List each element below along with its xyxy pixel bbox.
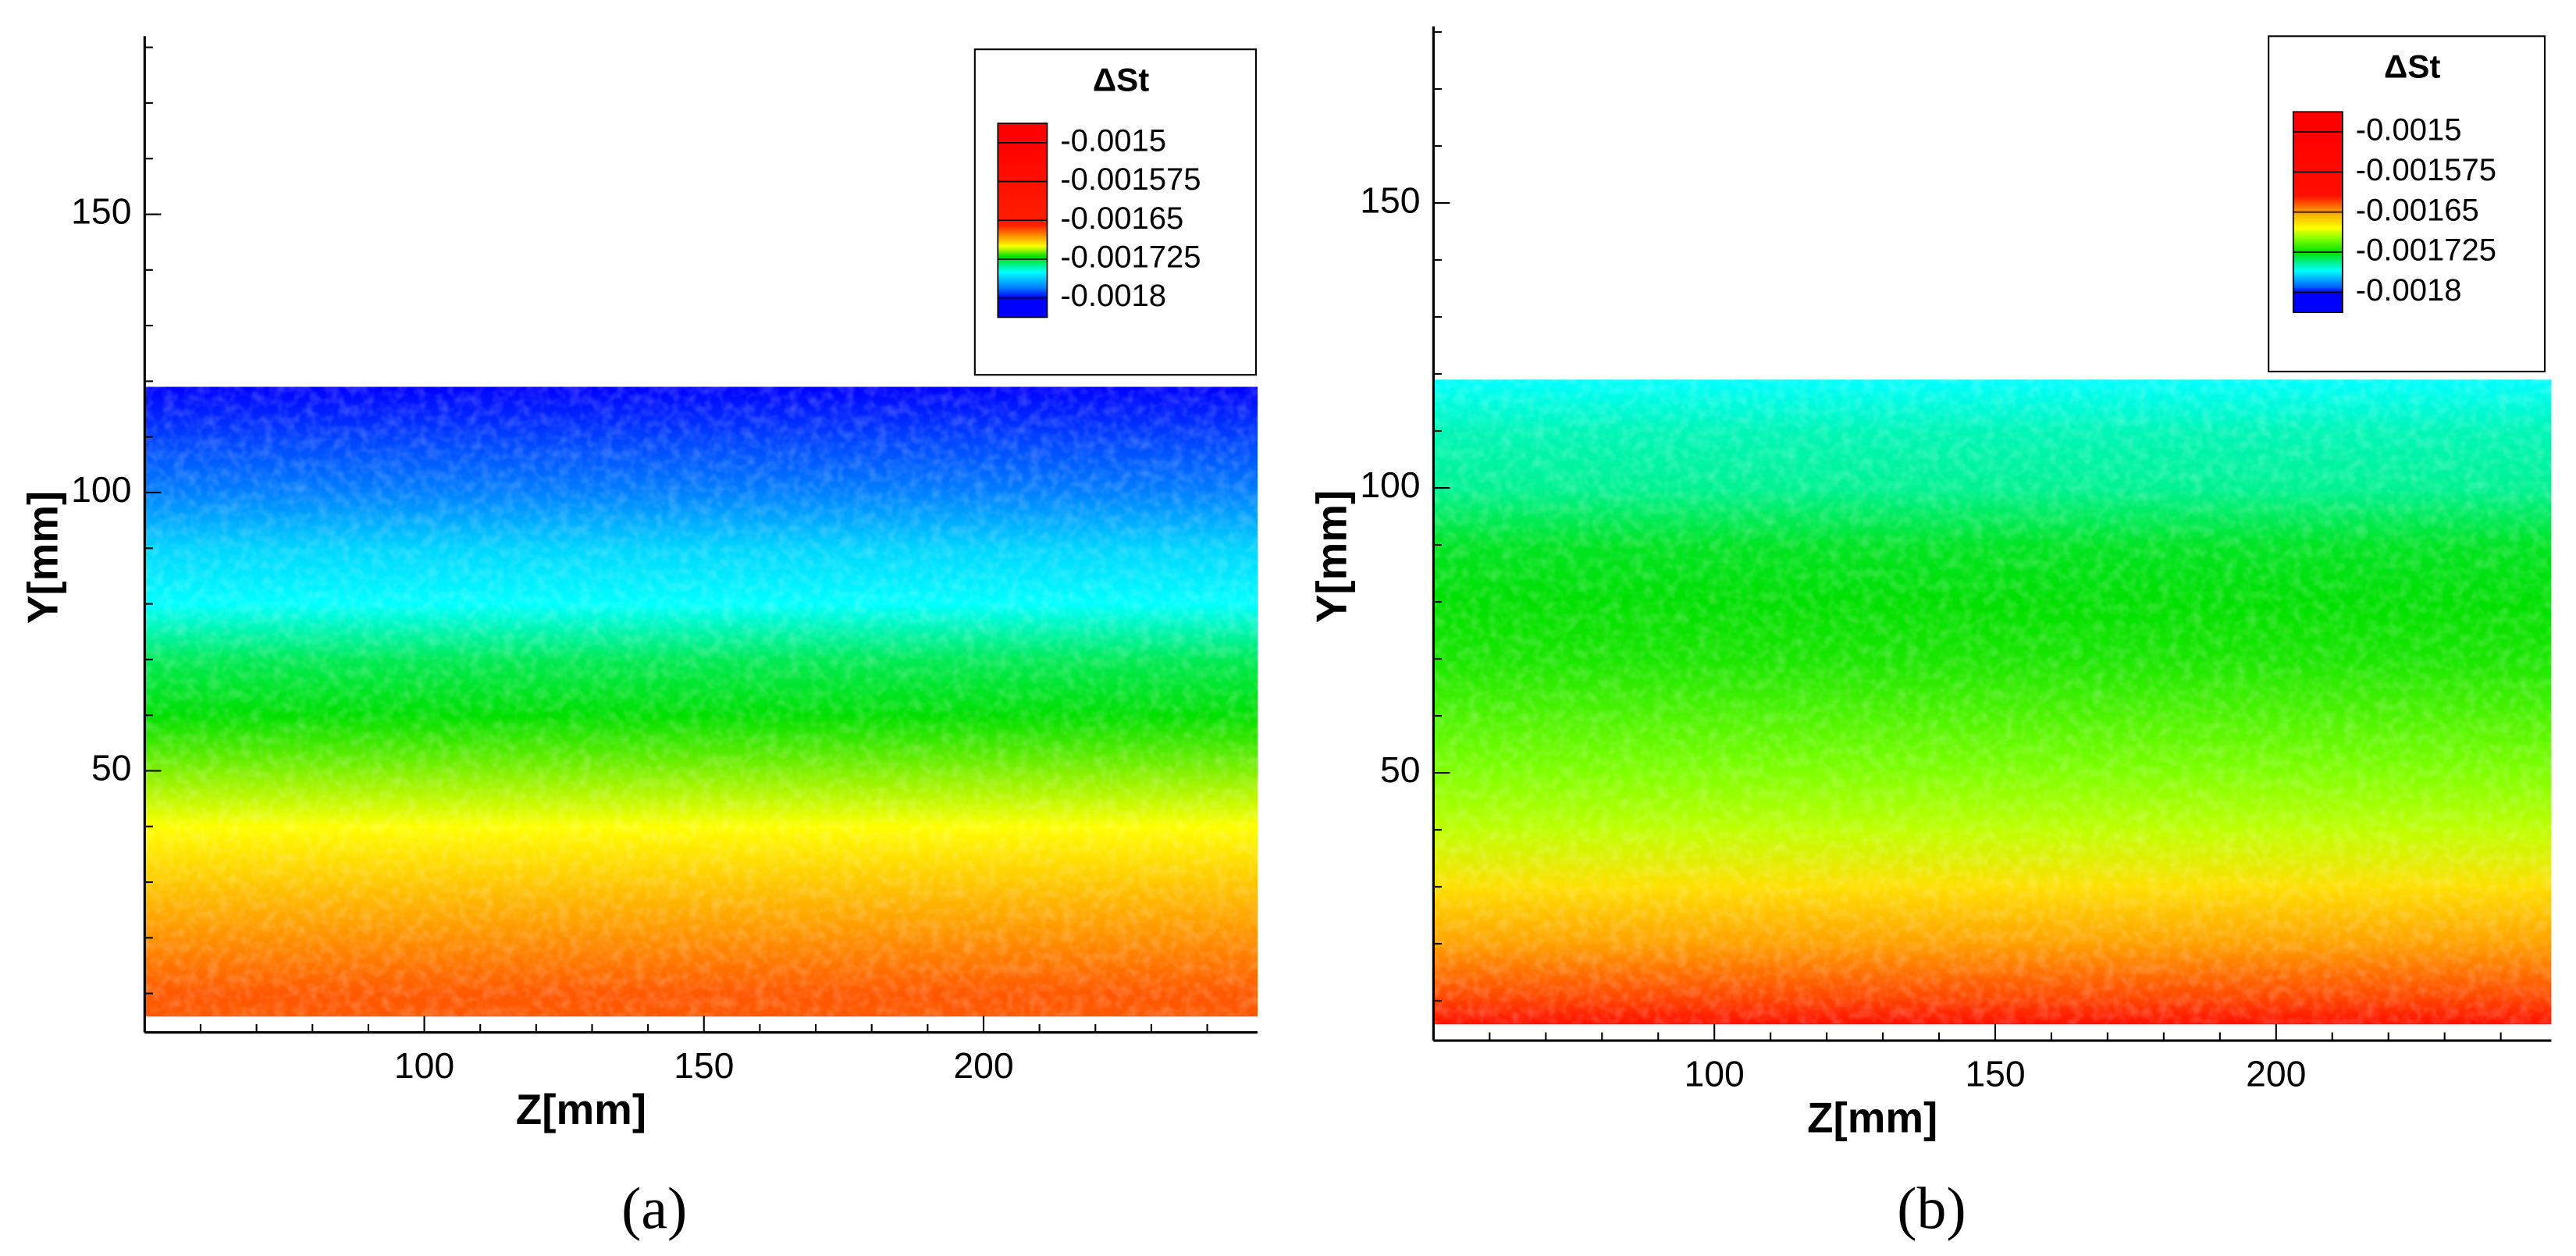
- y-axis-label: Y[mm]: [1307, 490, 1355, 623]
- y-tick-label: 150: [1360, 180, 1420, 220]
- x-tick-label: 150: [674, 1045, 734, 1086]
- x-axis-label: Z[mm]: [1807, 1094, 1937, 1142]
- colorbar-title: ΔSt: [2384, 48, 2440, 85]
- texture: [144, 386, 1258, 1016]
- y-axis-label: Y[mm]: [18, 491, 66, 624]
- texture: [1433, 379, 2552, 1024]
- colorbar-label: -0.00165: [1060, 201, 1183, 236]
- y-tick-label: 100: [1360, 464, 1420, 505]
- colorbar-label: -0.001725: [2356, 233, 2496, 268]
- colorbar-title: ΔSt: [1093, 61, 1149, 98]
- colorbar-label: -0.001575: [2356, 153, 2496, 187]
- x-tick-label: 150: [1965, 1054, 2025, 1094]
- y-tick-label: 50: [1380, 749, 1421, 790]
- y-tick-label: 150: [71, 191, 131, 232]
- x-tick-label: 100: [394, 1045, 454, 1086]
- colorbar-label: -0.00165: [2356, 193, 2479, 227]
- colorbar-label: -0.001725: [1060, 240, 1201, 274]
- colorbar-label: -0.001575: [1060, 162, 1201, 197]
- y-tick-label: 100: [71, 469, 131, 510]
- x-tick-label: 100: [1685, 1054, 1745, 1094]
- x-tick-label: 200: [2246, 1054, 2306, 1094]
- caption: (b): [1897, 1176, 1966, 1242]
- colorbar-label: -0.0015: [1060, 123, 1166, 158]
- colorbar-label: -0.0018: [1060, 279, 1166, 313]
- x-axis-label: Z[mm]: [516, 1085, 646, 1133]
- caption: (a): [621, 1176, 687, 1242]
- colorbar-label: -0.0018: [2356, 273, 2462, 308]
- x-tick-label: 200: [953, 1045, 1013, 1086]
- colorbar-label: -0.0015: [2356, 112, 2462, 147]
- y-tick-label: 50: [91, 748, 132, 788]
